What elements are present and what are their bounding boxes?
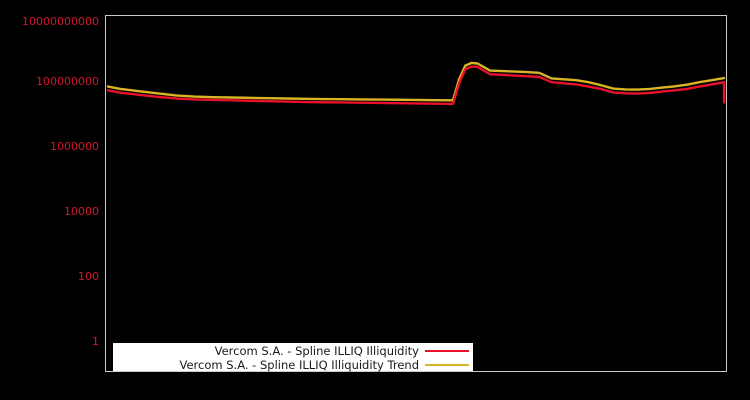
series-line-illiquidity (106, 65, 726, 106)
series-line-illiquidity-trend (106, 61, 726, 102)
y-axis-tick-label: 1 (92, 335, 99, 348)
legend-label-illiquidity: Vercom S.A. - Spline ILLIQ Illiquidity (214, 343, 419, 358)
y-axis-tick-label: 10000 (64, 205, 99, 218)
legend-label-illiquidity-trend: Vercom S.A. - Spline ILLIQ Illiquidity T… (179, 357, 420, 372)
legend: Vercom S.A. - Spline ILLIQ Illiquidity V… (113, 343, 473, 371)
y-axis-tick-label: 1000000 (50, 140, 99, 153)
plot-area (105, 15, 727, 372)
legend-entry-illiquidity-trend: Vercom S.A. - Spline ILLIQ Illiquidity T… (179, 357, 469, 372)
legend-swatch-illiquidity (425, 350, 469, 352)
legend-entry-illiquidity: Vercom S.A. - Spline ILLIQ Illiquidity (215, 344, 469, 358)
y-axis-tick-label: 100000000 (36, 75, 99, 88)
y-axis-tick-label: 10000000000 (22, 15, 99, 28)
y-axis-tick-label: 100 (78, 270, 99, 283)
chart-lines-svg (106, 61, 726, 106)
legend-swatch-illiquidity-trend (425, 364, 469, 366)
